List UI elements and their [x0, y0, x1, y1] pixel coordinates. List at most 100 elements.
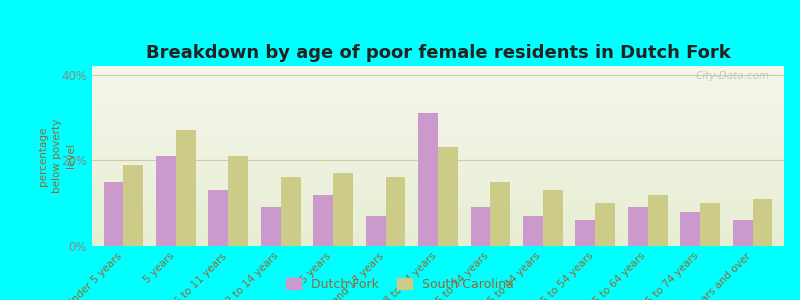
- Bar: [92, 187, 784, 188]
- Bar: [92, 215, 784, 217]
- Bar: [92, 80, 784, 82]
- Bar: [92, 201, 784, 203]
- Bar: [92, 183, 784, 185]
- Bar: [418, 113, 438, 246]
- Bar: [700, 203, 720, 246]
- Bar: [92, 219, 784, 221]
- Bar: [333, 173, 353, 246]
- Bar: [92, 82, 784, 84]
- Bar: [92, 111, 784, 113]
- Bar: [92, 176, 784, 178]
- Bar: [92, 115, 784, 116]
- Bar: [92, 242, 784, 244]
- Bar: [753, 199, 773, 246]
- Bar: [543, 190, 562, 246]
- Bar: [92, 194, 784, 196]
- Bar: [103, 182, 123, 246]
- Bar: [92, 113, 784, 115]
- Bar: [438, 147, 458, 246]
- Text: City-Data.com: City-Data.com: [696, 71, 770, 81]
- Bar: [228, 156, 248, 246]
- Bar: [92, 89, 784, 91]
- Bar: [92, 169, 784, 170]
- Bar: [92, 73, 784, 75]
- Bar: [281, 177, 301, 246]
- Bar: [92, 131, 784, 133]
- Bar: [92, 133, 784, 134]
- Bar: [92, 143, 784, 145]
- Bar: [92, 95, 784, 97]
- Bar: [92, 152, 784, 154]
- Bar: [92, 217, 784, 219]
- Bar: [92, 124, 784, 125]
- Bar: [92, 205, 784, 206]
- Bar: [470, 207, 490, 246]
- Bar: [92, 154, 784, 156]
- Bar: [92, 66, 784, 68]
- Bar: [92, 232, 784, 233]
- Bar: [92, 109, 784, 111]
- Bar: [92, 86, 784, 88]
- Bar: [92, 212, 784, 214]
- Bar: [92, 165, 784, 167]
- Bar: [92, 70, 784, 71]
- Bar: [92, 122, 784, 124]
- Bar: [92, 136, 784, 138]
- Bar: [92, 228, 784, 230]
- Bar: [208, 190, 228, 246]
- Bar: [92, 237, 784, 239]
- Legend: Dutch Fork, South Carolina: Dutch Fork, South Carolina: [286, 278, 514, 291]
- Title: Breakdown by age of poor female residents in Dutch Fork: Breakdown by age of poor female resident…: [146, 44, 730, 62]
- Bar: [92, 178, 784, 179]
- Bar: [92, 170, 784, 172]
- Bar: [92, 147, 784, 149]
- Bar: [92, 129, 784, 131]
- Bar: [92, 120, 784, 122]
- Bar: [314, 195, 333, 246]
- Bar: [92, 107, 784, 109]
- Bar: [92, 91, 784, 93]
- Bar: [92, 106, 784, 107]
- Bar: [92, 214, 784, 215]
- Bar: [156, 156, 176, 246]
- Y-axis label: percentage
below poverty
level: percentage below poverty level: [38, 119, 76, 193]
- Bar: [92, 210, 784, 212]
- Bar: [92, 190, 784, 192]
- Bar: [92, 163, 784, 165]
- Bar: [92, 125, 784, 127]
- Bar: [176, 130, 196, 246]
- Bar: [92, 196, 784, 197]
- Bar: [92, 199, 784, 201]
- Bar: [92, 223, 784, 224]
- Bar: [92, 188, 784, 190]
- Bar: [92, 156, 784, 158]
- Bar: [92, 142, 784, 143]
- Bar: [92, 84, 784, 86]
- Bar: [92, 138, 784, 140]
- Bar: [92, 97, 784, 98]
- Bar: [92, 197, 784, 199]
- Bar: [92, 149, 784, 151]
- Bar: [92, 140, 784, 142]
- Bar: [92, 88, 784, 89]
- Bar: [92, 98, 784, 100]
- Bar: [92, 145, 784, 147]
- Bar: [366, 216, 386, 246]
- Bar: [92, 93, 784, 95]
- Bar: [648, 195, 668, 246]
- Bar: [92, 185, 784, 187]
- Bar: [733, 220, 753, 246]
- Bar: [92, 203, 784, 205]
- Bar: [92, 71, 784, 73]
- Bar: [92, 160, 784, 161]
- Bar: [92, 192, 784, 194]
- Bar: [92, 134, 784, 136]
- Bar: [92, 102, 784, 104]
- Bar: [92, 244, 784, 246]
- Bar: [92, 75, 784, 77]
- Bar: [523, 216, 543, 246]
- Bar: [92, 118, 784, 120]
- Bar: [92, 221, 784, 223]
- Bar: [92, 226, 784, 228]
- Bar: [92, 179, 784, 181]
